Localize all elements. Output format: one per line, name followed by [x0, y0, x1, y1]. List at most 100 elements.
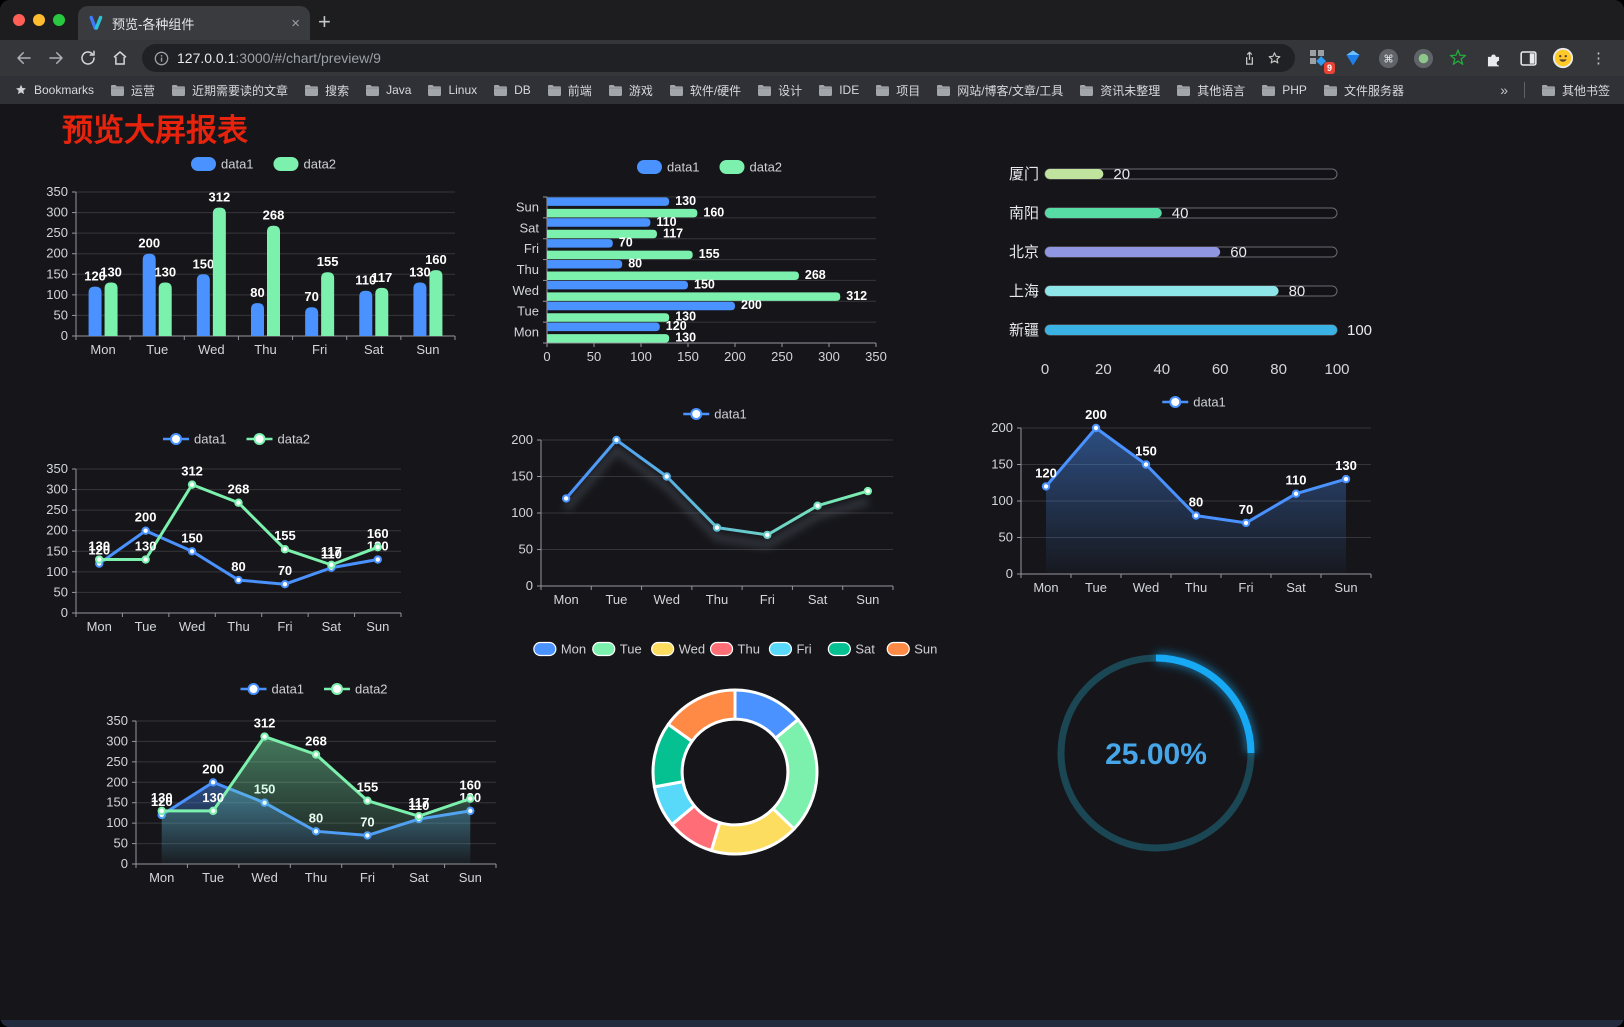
svg-text:200: 200: [46, 246, 68, 261]
legend-item-Tue[interactable]: Tue: [592, 642, 642, 657]
legend-item-data1[interactable]: data1: [163, 432, 227, 447]
bookmark-folder-6[interactable]: DB: [493, 83, 531, 97]
home-button[interactable]: [104, 44, 136, 72]
svg-text:110: 110: [656, 215, 676, 229]
close-window-button[interactable]: [13, 14, 25, 26]
bookmark-folder-10[interactable]: 设计: [757, 82, 802, 99]
svg-text:Mon: Mon: [87, 619, 112, 634]
chart-bar-vertical[interactable]: 0 50 100 150 200 250 300 350 Mon Tue Wed Thu Fri Sat S…: [40, 148, 465, 362]
legend-item-Mon[interactable]: Mon: [533, 642, 586, 657]
new-tab-button[interactable]: +: [318, 9, 331, 34]
legend-item-data1[interactable]: data1: [683, 407, 747, 422]
svg-text:Wed: Wed: [653, 592, 680, 607]
legend-item-data2[interactable]: data2: [719, 160, 783, 175]
chart-line-two[interactable]: 0 50 100 150 200 250 300 350 Mon Tue Wed Thu Fri Sat S…: [40, 425, 415, 639]
svg-text:250: 250: [106, 754, 128, 769]
svg-text:130: 130: [675, 194, 696, 208]
svg-text:70: 70: [278, 563, 292, 578]
extension-command-button[interactable]: ⌘: [1377, 47, 1399, 69]
legend-item-data1[interactable]: data1: [637, 160, 700, 175]
profile-avatar[interactable]: [1552, 47, 1574, 69]
bookmark-folder-17[interactable]: 文件服务器: [1323, 82, 1404, 99]
minimize-window-button[interactable]: [33, 14, 45, 26]
legend-item-data2[interactable]: data2: [246, 432, 311, 447]
address-bar[interactable]: 127.0.0.1:3000/#/chart/preview/9: [142, 44, 1295, 72]
svg-text:Mon: Mon: [561, 642, 586, 657]
bookmark-folder-12[interactable]: 项目: [875, 82, 920, 99]
zoom-window-button[interactable]: [53, 14, 65, 26]
chart-line-area-two[interactable]: 0 50 100 150 200 250 300 350 Mon Tue Wed Thu Fri Sat S…: [100, 675, 510, 892]
legend-item-data1[interactable]: data1: [240, 682, 305, 697]
svg-text:120: 120: [666, 319, 687, 333]
extension-grid-button[interactable]: 9: [1307, 47, 1335, 74]
legend-item-Sun[interactable]: Sun: [886, 642, 937, 657]
pie-slice-Tue[interactable]: [771, 718, 819, 831]
bookmark-folder-1[interactable]: 运营: [110, 82, 155, 99]
bookmarks-label[interactable]: Bookmarks: [14, 83, 94, 97]
svg-text:Mon: Mon: [149, 870, 174, 885]
legend-item-Thu[interactable]: Thu: [709, 642, 760, 657]
back-icon: [17, 52, 31, 64]
svg-text:80: 80: [231, 559, 245, 574]
bookmark-folder-3[interactable]: 搜索: [304, 82, 349, 99]
forward-button[interactable]: [40, 44, 72, 72]
pie-slice-Wed[interactable]: [709, 807, 796, 856]
legend-item-data1[interactable]: data1: [191, 157, 254, 172]
legend-item-data1[interactable]: data1: [1162, 395, 1226, 410]
bookmark-star-icon[interactable]: [1266, 50, 1283, 67]
bookmark-folder-2[interactable]: 近期需要读的文章: [171, 82, 288, 99]
legend-item-data2[interactable]: data2: [324, 682, 388, 697]
svg-text:200: 200: [1085, 407, 1107, 422]
svg-text:160: 160: [459, 778, 481, 793]
bookmark-folder-14[interactable]: 资讯未整理: [1079, 82, 1160, 99]
chart-progress[interactable]: 厦门 20 南阳 40 北京 60 上海 80 新疆 100 0 20 40 60 80 100: [995, 158, 1390, 388]
svg-text:80: 80: [1289, 283, 1306, 300]
svg-text:20: 20: [1113, 166, 1130, 183]
reload-button[interactable]: [72, 44, 104, 72]
side-panel-button[interactable]: [1517, 47, 1539, 69]
site-info-icon[interactable]: [154, 51, 169, 66]
bookmark-folder-13[interactable]: 网站/博客/文章/工具: [936, 82, 1063, 99]
bookmark-folder-15[interactable]: 其他语言: [1176, 82, 1245, 99]
chart-gauge[interactable]: 25.00%: [1050, 648, 1262, 864]
bookmark-folder-5[interactable]: Linux: [427, 83, 477, 97]
pie-slice-Sun[interactable]: [666, 688, 737, 743]
browser-tab[interactable]: 预览-各种组件 ×: [78, 6, 310, 40]
hbar-data2-Sun: [547, 208, 698, 218]
extension-star-button[interactable]: [1447, 47, 1469, 69]
back-button[interactable]: [8, 44, 40, 72]
share-icon[interactable]: [1241, 50, 1258, 67]
svg-text:Fri: Fri: [312, 342, 327, 357]
bookmark-folder-9[interactable]: 软件/硬件: [669, 82, 741, 99]
hbar-data1-Sun: [547, 197, 670, 206]
extensions-row: 9 ⌘: [1301, 47, 1616, 74]
extensions-puzzle-button[interactable]: [1482, 47, 1504, 69]
extension-record-button[interactable]: [1412, 47, 1434, 69]
bookmark-folder-4[interactable]: Java: [365, 83, 411, 97]
svg-text:130: 130: [675, 331, 696, 345]
legend-item-Fri[interactable]: Fri: [768, 642, 812, 657]
browser-menu-button[interactable]: ⋮: [1591, 50, 1606, 67]
bookmark-folder-16[interactable]: PHP: [1261, 83, 1307, 97]
folder-icon: [608, 84, 622, 96]
bookmarks-overflow-button[interactable]: »: [1500, 82, 1508, 98]
bookmark-folder-11[interactable]: IDE: [818, 83, 859, 97]
chart-pie[interactable]: Mon Tue Wed Thu Fri Sat Sun: [533, 632, 937, 894]
legend-item-Wed[interactable]: Wed: [651, 642, 706, 657]
other-bookmarks[interactable]: 其他书签: [1541, 82, 1610, 99]
tab-close-icon[interactable]: ×: [291, 14, 300, 32]
chart-line-gradient[interactable]: 0 50 100 150 200 Mon Tue Wed Thu Fri Sat Sun data1: [505, 400, 905, 614]
bar-series-data1: 120 200 150 80 70 110 130: [84, 236, 431, 336]
extension-gem-button[interactable]: [1342, 47, 1364, 69]
svg-text:130: 130: [151, 790, 173, 805]
bookmark-folder-8[interactable]: 游戏: [608, 82, 653, 99]
svg-text:40: 40: [1172, 205, 1189, 222]
legend-item-data2[interactable]: data2: [273, 157, 337, 172]
legend-item-Sat[interactable]: Sat: [827, 642, 875, 657]
svg-text:Fri: Fri: [796, 642, 811, 657]
bookmark-folder-7[interactable]: 前端: [547, 82, 592, 99]
command-icon: ⌘: [1378, 48, 1398, 68]
page-content: 预览大屏报表 0 50 100 150 200 250 300 350 Mon Tue Wed Thu…: [0, 104, 1624, 1027]
